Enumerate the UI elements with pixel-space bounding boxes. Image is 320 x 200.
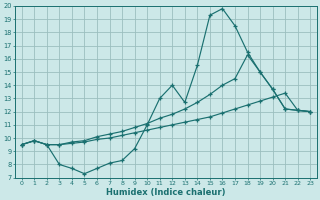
X-axis label: Humidex (Indice chaleur): Humidex (Indice chaleur): [106, 188, 226, 197]
